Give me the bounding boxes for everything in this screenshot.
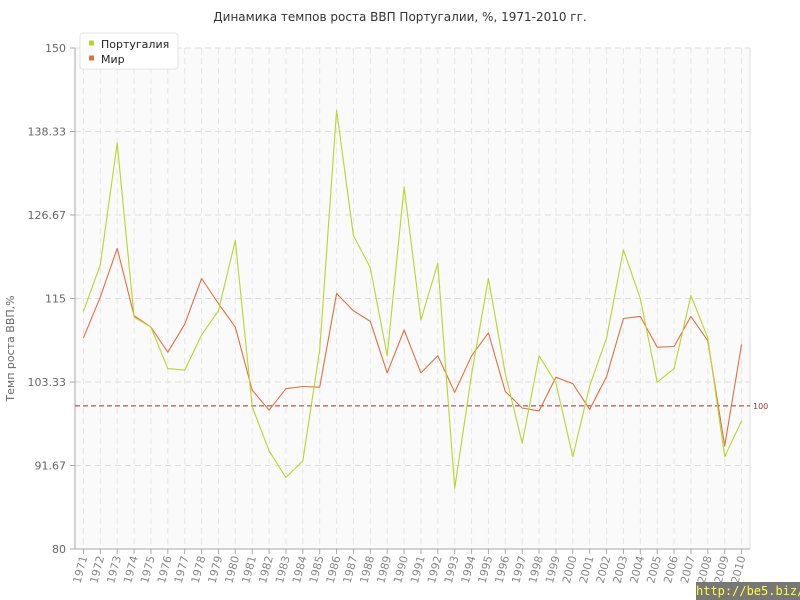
- legend-box: [79, 32, 179, 70]
- y-tick-label: 103.33: [28, 376, 67, 389]
- y-axis-label: Темп роста ВВП,%: [4, 295, 17, 402]
- legend-swatch: [89, 40, 94, 46]
- legend-label: Португалия: [101, 38, 169, 51]
- y-tick-label: 91.67: [35, 459, 67, 472]
- x-tick-label: 2010: [729, 554, 749, 584]
- legend-swatch: [89, 55, 94, 61]
- legend-label: Мир: [101, 53, 125, 66]
- chart-title: Динамика темпов роста ВВП Португалии, %,…: [213, 10, 586, 24]
- legend: Португалия Мир: [79, 32, 179, 70]
- series-line: [82, 247, 743, 447]
- watermark-link[interactable]: http://be5.biz/: [696, 582, 800, 600]
- y-tick-label: 150: [45, 42, 66, 55]
- series-lines: [82, 109, 743, 489]
- grid-lines: [75, 47, 751, 549]
- y-tick-label: 115: [45, 293, 66, 306]
- reference-line: 100: [75, 402, 768, 411]
- series-line: [82, 109, 743, 489]
- y-tick-label: 138.33: [28, 126, 67, 139]
- y-axis-ticks: 80 91.67 103.33 115 126.67 138.33 150: [28, 42, 75, 556]
- x-axis-ticks: 1971197219731974197519761977197819791980…: [71, 549, 749, 585]
- reference-line-label: 100: [753, 402, 768, 411]
- y-tick-label: 126.67: [28, 209, 67, 222]
- y-tick-label: 80: [52, 543, 66, 556]
